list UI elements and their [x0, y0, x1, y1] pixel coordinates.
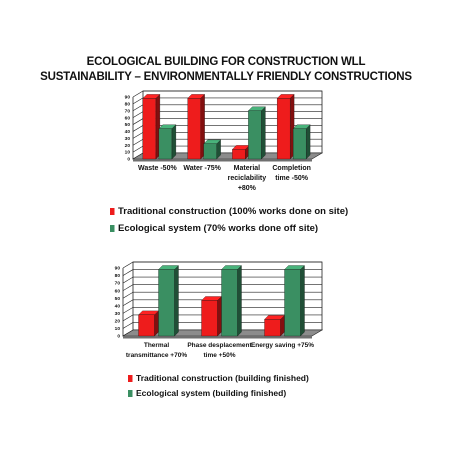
- y-tick-label: 20: [115, 318, 121, 324]
- chart-title-line-1: ECOLOGICAL BUILDING FOR CONSTRUCTION WLL: [86, 56, 366, 68]
- gridline-side: [122, 269, 134, 276]
- gridline-side: [132, 125, 144, 132]
- gridline-side: [122, 284, 134, 291]
- legend-swatch: [110, 208, 115, 215]
- gridline-side: [132, 138, 144, 146]
- gridline-side: [122, 322, 134, 329]
- legend-swatch: [128, 390, 133, 397]
- y-tick-label: 80: [125, 101, 131, 107]
- chart-floor-edge: [133, 159, 312, 162]
- gridline-side: [132, 104, 144, 112]
- gridline-side: [132, 145, 144, 153]
- bar-ecological-4: [292, 124, 311, 160]
- y-tick-label: 30: [125, 136, 131, 142]
- y-tick-label: 40: [125, 129, 131, 135]
- gridline-side: [122, 314, 134, 322]
- gridline-side: [122, 291, 134, 299]
- gridline-side: [132, 132, 144, 139]
- gridline-side: [122, 299, 134, 307]
- gridline-side: [122, 261, 134, 269]
- y-tick-label: 20: [125, 143, 131, 149]
- x-category-label: Completion time -50%: [272, 165, 311, 182]
- gridline-side: [132, 90, 144, 98]
- legend-label: Ecological system (building finished): [136, 388, 286, 398]
- legend-label: Traditional construction (building finis…: [136, 373, 309, 383]
- bar-ecological-1: [158, 265, 179, 337]
- bar-traditional-2: [187, 94, 205, 160]
- bar-traditional-3: [232, 144, 250, 160]
- gridline-side: [132, 97, 144, 105]
- gridline-side: [132, 118, 144, 125]
- bar-ecological-3: [284, 265, 305, 337]
- y-tick-label: 90: [125, 95, 131, 101]
- y-tick-label: 0: [127, 157, 130, 163]
- y-tick-label: 80: [115, 273, 121, 279]
- bar-ecological-1: [158, 124, 177, 160]
- y-tick-label: 60: [115, 288, 121, 294]
- bar-traditional-3: [264, 315, 285, 337]
- y-tick-label: 70: [115, 281, 121, 287]
- legend-label: Traditional construction (100% works don…: [118, 206, 348, 217]
- y-tick-label: 10: [115, 326, 121, 332]
- legend-swatch: [110, 225, 115, 232]
- bar-ecological-2: [221, 265, 242, 337]
- legend-label: Ecological system (70% works done off si…: [118, 223, 318, 234]
- x-category-label: Waste -50%: [138, 165, 177, 172]
- chart-floor-edge: [123, 336, 312, 339]
- x-category-label: Material reciclability +80%: [228, 165, 267, 192]
- gridline-side: [122, 307, 134, 314]
- gridline-side: [132, 111, 144, 118]
- legend-swatch: [128, 375, 133, 382]
- y-tick-label: 10: [125, 150, 131, 156]
- x-category-label: Energy saving +75%: [251, 342, 314, 349]
- x-category-label: Water -75%: [183, 165, 221, 172]
- bar-traditional-2: [201, 296, 222, 337]
- y-tick-label: 50: [115, 296, 121, 302]
- bar-traditional-1: [142, 94, 161, 160]
- y-tick-label: 30: [115, 311, 121, 317]
- y-tick-label: 40: [115, 303, 121, 309]
- chart-title-line-2: SUSTAINABILITY – ENVIRONMENTALLY FRIENDL…: [40, 71, 412, 83]
- bar-ecological-3: [248, 106, 266, 160]
- y-tick-label: 70: [125, 108, 131, 114]
- y-tick-label: 0: [117, 334, 120, 340]
- x-category-label: Thermal transmittance +70%: [126, 342, 187, 359]
- bar-traditional-4: [276, 94, 295, 160]
- y-tick-label: 50: [125, 122, 131, 128]
- bar-traditional-1: [138, 310, 159, 337]
- y-tick-label: 60: [125, 115, 131, 121]
- gridline-side: [122, 276, 134, 284]
- bar-ecological-2: [203, 139, 221, 160]
- y-tick-label: 90: [115, 266, 121, 272]
- x-category-label: Phase desplacement time +50%: [187, 342, 252, 359]
